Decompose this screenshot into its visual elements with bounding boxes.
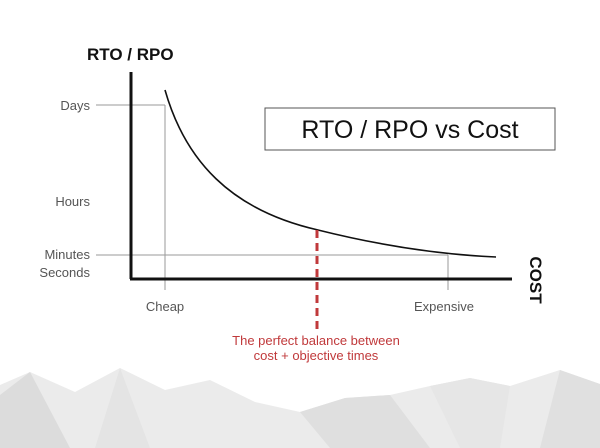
y-tick-seconds: Seconds (39, 265, 90, 280)
y-tick-hours: Hours (55, 194, 90, 209)
annotation-line-2: cost + objective times (254, 348, 379, 363)
title-box (264, 107, 556, 151)
y-axis-title: RTO / RPO (87, 45, 174, 64)
y-tick-minutes: Minutes (44, 247, 90, 262)
cost-curve (164, 89, 497, 258)
mountain-background (0, 368, 600, 448)
annotation-line-1: The perfect balance between (232, 333, 400, 348)
x-tick-cheap: Cheap (146, 299, 184, 314)
diagram-title: RTO / RPO vs Cost (301, 116, 518, 144)
x-axis-title: COST (526, 256, 545, 304)
y-tick-days: Days (60, 98, 90, 113)
x-tick-expensive: Expensive (414, 299, 474, 314)
